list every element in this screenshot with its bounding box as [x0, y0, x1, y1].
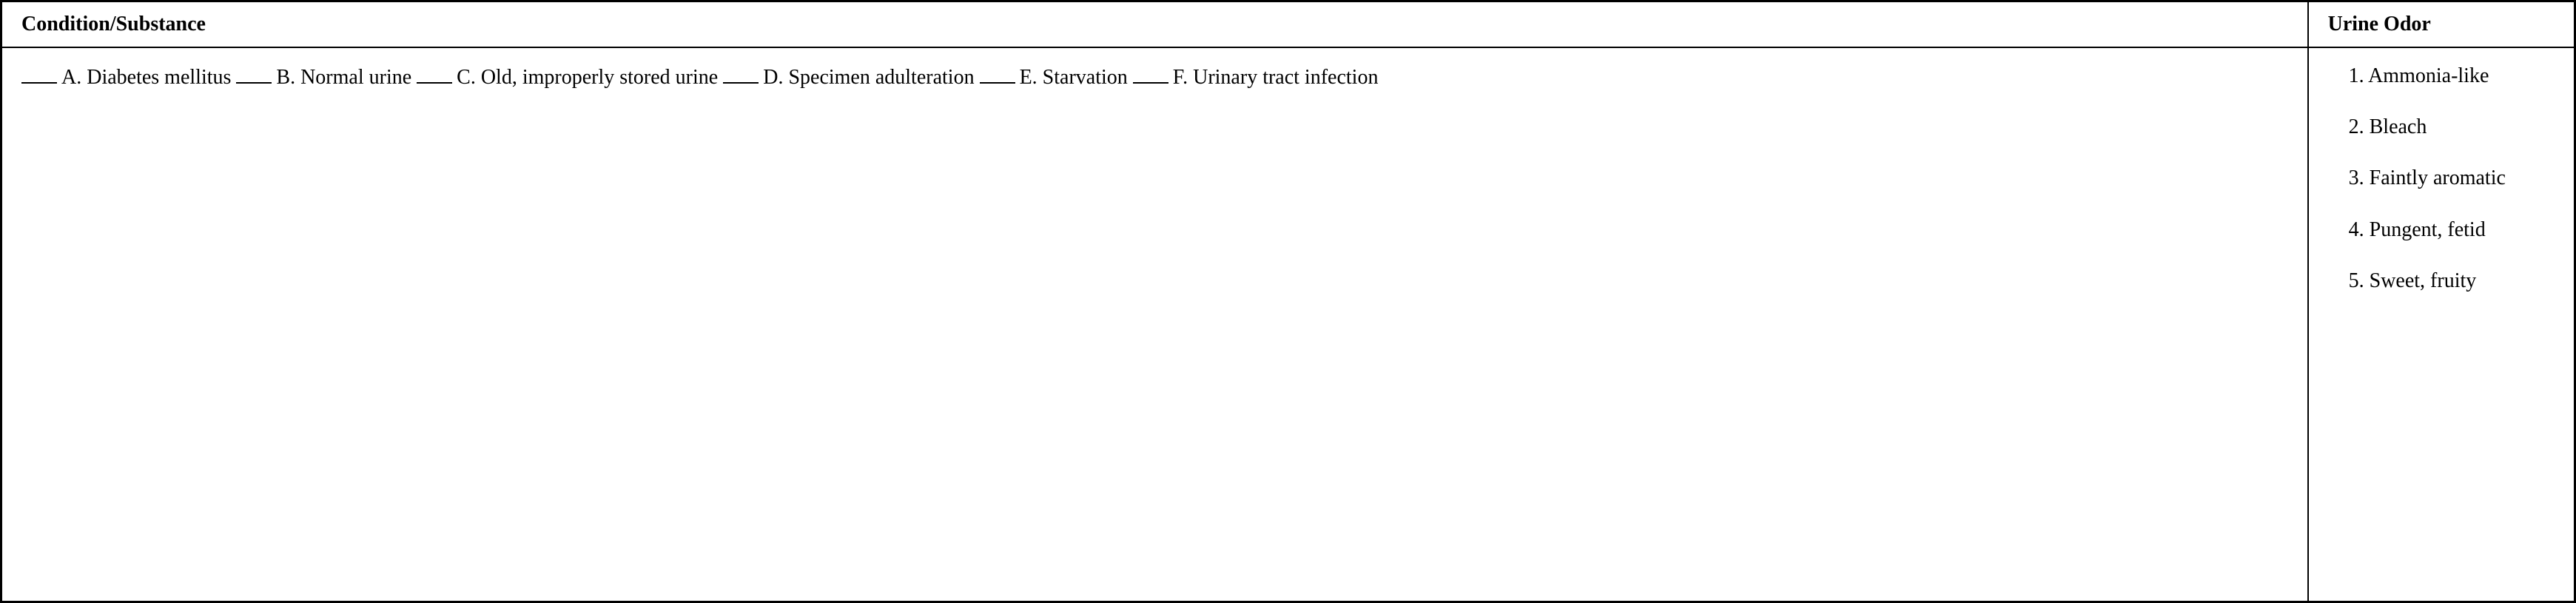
condition-d: D. Specimen adulteration — [763, 66, 974, 89]
condition-c: C. Old, improperly stored urine — [457, 66, 718, 89]
odor-item-1: 1. Ammonia-like — [2328, 61, 2555, 90]
table: Condition/Substance Urine Odor A. Diabet… — [0, 0, 2576, 603]
blank-a[interactable] — [21, 82, 57, 84]
condition-a: A. Diabetes mellitus — [61, 66, 231, 89]
condition-b: B. Normal urine — [276, 66, 411, 89]
blank-e[interactable] — [980, 82, 1015, 84]
blank-f[interactable] — [1133, 82, 1168, 84]
blank-d[interactable] — [723, 82, 759, 84]
odor-item-3: 3. Faintly aromatic — [2328, 164, 2555, 192]
odors-cell: 1. Ammonia-like 2. Bleach 3. Faintly aro… — [2308, 47, 2575, 602]
conditions-cell: A. Diabetes mellitus B. Normal urine C. … — [1, 47, 2308, 602]
blank-c[interactable] — [417, 82, 452, 84]
condition-e: E. Starvation — [1020, 66, 1128, 89]
matching-table: Condition/Substance Urine Odor A. Diabet… — [0, 0, 2576, 603]
odor-item-2: 2. Bleach — [2328, 112, 2555, 141]
odor-list: 1. Ammonia-like 2. Bleach 3. Faintly aro… — [2328, 61, 2555, 295]
odor-item-5: 5. Sweet, fruity — [2328, 266, 2555, 295]
table-body-row: A. Diabetes mellitus B. Normal urine C. … — [1, 47, 2575, 602]
header-condition: Condition/Substance — [1, 1, 2308, 48]
conditions-text: A. Diabetes mellitus B. Normal urine C. … — [21, 61, 2288, 93]
odor-item-4: 4. Pungent, fetid — [2328, 215, 2555, 244]
condition-f: F. Urinary tract infection — [1173, 66, 1379, 89]
blank-b[interactable] — [236, 82, 272, 84]
table-header-row: Condition/Substance Urine Odor — [1, 1, 2575, 48]
header-odor: Urine Odor — [2308, 1, 2575, 48]
